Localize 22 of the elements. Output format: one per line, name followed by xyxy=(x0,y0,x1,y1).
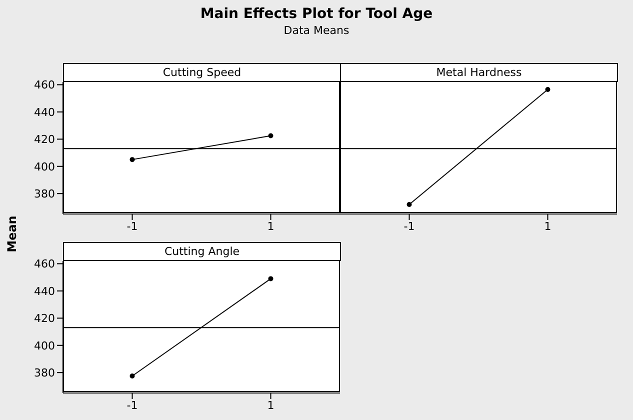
y-tick-label: 440 xyxy=(34,284,55,298)
x-tick-label: 1 xyxy=(267,220,274,233)
chart-title: Metal Hardness xyxy=(340,63,618,82)
y-tick-label: 380 xyxy=(34,366,55,380)
x-tick-label: 1 xyxy=(544,220,552,233)
chart-title: Cutting Angle xyxy=(63,242,341,261)
x-tick-label: -1 xyxy=(404,220,415,233)
y-tick-label: 420 xyxy=(34,133,55,146)
text: Data Means xyxy=(282,24,350,37)
y-tick-label: 400 xyxy=(34,339,55,352)
x-tick-label: 1 xyxy=(267,398,274,412)
x-tick-label: -1 xyxy=(126,220,138,233)
y-tick-label: 380 xyxy=(34,187,55,200)
y-tick-label: 460 xyxy=(34,78,55,92)
y-tick-label: 460 xyxy=(34,258,55,271)
y-tick-label: 400 xyxy=(34,160,55,174)
chart-title: Cutting Speed xyxy=(63,63,341,82)
y-tick-label: 440 xyxy=(34,106,55,119)
y-axis-title: Mean xyxy=(5,214,19,254)
y-tick-label: 420 xyxy=(34,312,55,326)
text: Main Effects Plot for Tool Age xyxy=(199,6,434,22)
x-tick-label: -1 xyxy=(126,398,138,412)
